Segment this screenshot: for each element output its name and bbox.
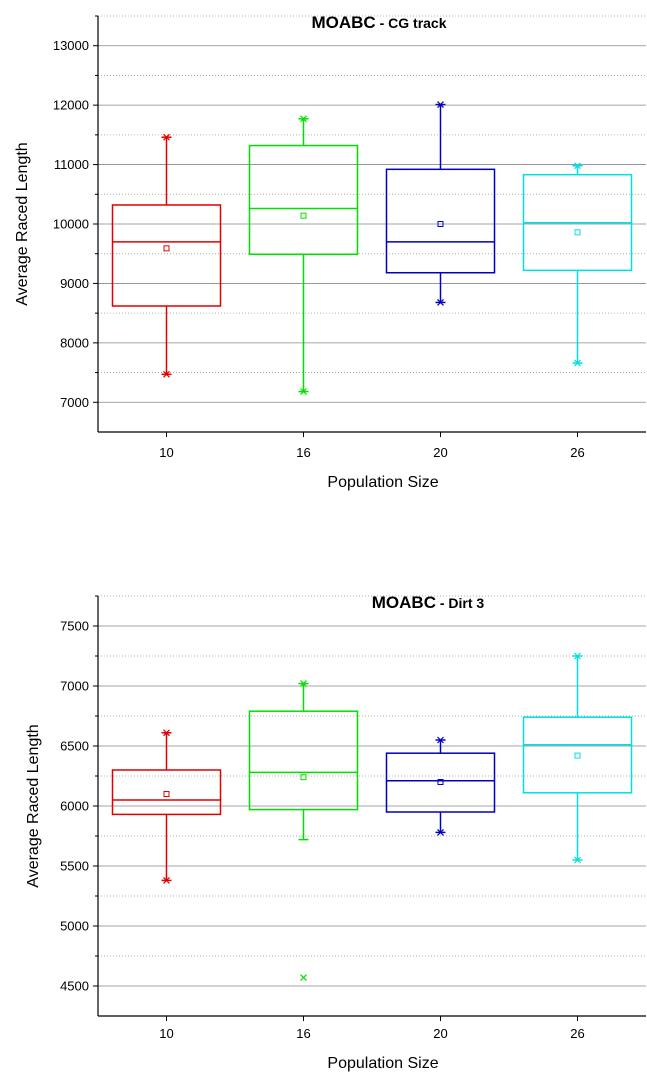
box-10 [111, 133, 222, 378]
box-26 [522, 162, 633, 367]
x-axis-label: Population Size [327, 474, 438, 491]
mean-marker [300, 774, 307, 781]
max-marker [437, 736, 444, 744]
box-10 [111, 729, 222, 884]
chart-title-main: MOABC [311, 13, 375, 32]
x-tick-label: 10 [159, 1026, 173, 1041]
max-marker [163, 133, 170, 141]
y-tick-label: 7000 [60, 395, 89, 410]
box-16 [248, 680, 359, 982]
mean-marker [437, 221, 444, 227]
box-26 [522, 652, 633, 864]
x-tick-label: 26 [570, 445, 584, 460]
y-tick-label: 6000 [60, 799, 89, 814]
box-iqr [248, 710, 359, 811]
y-tick-label: 12000 [53, 98, 89, 113]
mean-marker [574, 752, 581, 759]
min-marker [574, 359, 581, 367]
box-iqr [385, 752, 496, 813]
min-marker [163, 876, 170, 884]
max-marker [574, 162, 581, 170]
y-tick-label: 10000 [53, 217, 89, 232]
y-axis-label: Average Raced Length [14, 142, 31, 305]
mean-marker [300, 212, 307, 219]
x-axis-label: Population Size [327, 1055, 438, 1072]
x-tick-label: 16 [296, 1026, 310, 1041]
box-16 [248, 115, 359, 396]
max-marker [300, 680, 307, 688]
box-iqr [522, 716, 633, 794]
y-tick-label: 6500 [60, 739, 89, 754]
y-tick-label: 8000 [60, 335, 89, 350]
x-tick-label: 16 [296, 445, 310, 460]
box-iqr [248, 144, 359, 256]
y-tick-label: 11000 [54, 157, 89, 172]
y-tick-label: 5500 [60, 859, 89, 874]
box-20 [385, 736, 496, 836]
chart-panel-2: 4500 5000 5500 6000 6500 7000 7500 MOABC - Dirt… [25, 593, 646, 1072]
max-marker [300, 115, 307, 123]
y-tick-label: 4500 [60, 979, 89, 994]
min-marker [300, 388, 307, 396]
min-marker [574, 856, 581, 864]
min-marker [163, 370, 170, 378]
box-iqr [385, 168, 496, 274]
y-tick-label: 9000 [60, 276, 89, 291]
x-tick-label: 20 [433, 1026, 447, 1041]
max-marker [163, 729, 170, 737]
mean-marker [437, 779, 444, 785]
y-tick-label: 5000 [60, 919, 89, 934]
x-tick-label: 26 [570, 1026, 584, 1041]
y-tick-label: 7000 [60, 679, 89, 694]
y-tick-label: 13000 [53, 38, 89, 53]
mean-marker [163, 245, 170, 252]
chart-title: MOABC - CG track [311, 13, 446, 32]
min-marker [437, 828, 444, 836]
chart-title-sub: - Dirt 3 [436, 595, 484, 611]
chart-panel-1: 7000 8000 9000 10000 11000 12000 13000 MOABC - … [14, 13, 646, 491]
chart-title-sub: - CG track [376, 15, 447, 31]
max-marker [574, 652, 581, 660]
mean-marker [574, 229, 581, 236]
box-20 [385, 101, 496, 306]
outlier-marker [300, 974, 307, 982]
y-axis-label: Average Raced Length [25, 724, 42, 887]
box-iqr [111, 769, 222, 816]
chart-title-main: MOABC [372, 593, 436, 612]
y-tick-label: 7500 [60, 619, 89, 634]
x-tick-label: 10 [159, 445, 173, 460]
mean-marker [163, 791, 170, 797]
max-marker [437, 101, 444, 108]
min-marker [437, 299, 444, 306]
chart-title: MOABC - Dirt 3 [372, 593, 485, 612]
box-iqr [111, 204, 222, 307]
x-tick-label: 20 [433, 445, 447, 460]
